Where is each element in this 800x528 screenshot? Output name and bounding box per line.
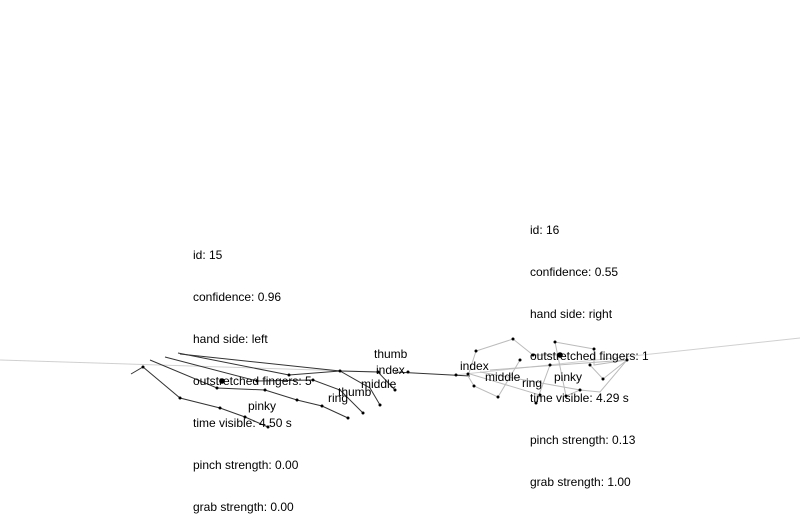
pinch-strength: pinch strength: 0.00 [193,458,299,472]
floor-line-left [0,359,381,373]
right-label-pinky: pinky [554,370,582,384]
left-thumb-bones [179,353,396,391]
left-hand-info: id: 15 confidence: 0.96 hand side: left … [193,220,312,528]
left-joint [295,398,299,402]
left-joint [178,396,182,400]
right-hand-info: id: 16 confidence: 0.55 hand side: right… [530,195,649,503]
left-label-index: index [376,363,405,377]
right-joint [472,384,476,388]
left-joint [266,425,270,429]
left-joint [215,386,219,390]
left-label-middle: middle [361,377,397,391]
left-label-thumb-2: thumb [338,385,372,399]
hand-confidence: confidence: 0.55 [530,265,619,279]
wrist-connection [394,371,471,377]
outstretched-fingers: outstretched fingers: 5 [193,374,312,388]
outstretched-fingers: outstretched fingers: 1 [530,349,649,363]
right-label-index: index [460,359,489,373]
left-ring-bones [149,359,349,419]
right-hand-skeleton [467,338,629,404]
left-label-pinky: pinky [248,399,276,413]
right-joint [454,373,458,377]
hand-id: id: 16 [530,223,560,237]
left-finger-labels: thumb index middle thumb ring pinky [248,347,408,413]
right-label-ring: ring [522,376,542,390]
left-joint [263,388,267,392]
hand-side: hand side: right [530,307,613,321]
left-joint [378,403,382,407]
right-joint [564,394,568,398]
right-joint [578,388,582,392]
right-index-bones [467,359,521,398]
right-joint [588,363,592,367]
right-label-middle: middle [485,370,521,384]
right-joint [625,358,629,362]
right-joint [496,395,500,399]
left-joint [346,416,350,420]
hand-confidence: confidence: 0.96 [193,290,282,304]
right-joint [531,353,535,357]
right-joint [534,401,538,405]
left-joint [338,369,342,373]
left-joint [287,373,291,377]
left-label-ring: ring [328,391,348,405]
left-joint [218,406,222,410]
grab-strength: grab strength: 1.00 [530,475,631,489]
right-joint [474,349,478,353]
left-joint [361,411,365,415]
grab-strength: grab strength: 0.00 [193,500,294,514]
hand-visualization: thumb index middle thumb ring pinky [0,337,800,429]
left-joint [320,404,324,408]
pinch-strength: pinch strength: 0.13 [530,433,636,447]
right-joint [592,347,596,351]
left-pinky-bones [130,366,269,428]
left-joint [376,370,380,374]
time-visible: time visible: 4.50 s [193,416,292,430]
left-joint [406,370,410,374]
hand-side: hand side: left [193,332,268,346]
right-joint [511,337,515,341]
left-hand-joints [141,365,410,429]
left-palm-center [219,378,225,384]
right-joint [601,377,605,381]
left-joint [255,379,259,383]
right-joint [548,363,552,367]
time-visible: time visible: 4.29 s [530,391,629,405]
left-joint [141,365,145,369]
right-middle-bones [469,364,551,404]
right-joint [553,340,557,344]
hand-id: id: 15 [193,248,223,262]
right-joint [538,393,542,397]
left-joint [393,388,397,392]
right-finger-labels: index middle ring pinky [460,359,582,390]
left-joint [243,415,247,419]
right-joint [518,358,522,362]
right-joint [466,372,470,376]
right-hand-joints [454,337,629,405]
right-pinky-bones [489,359,629,380]
left-label-thumb: thumb [374,347,408,361]
right-palm-center [557,352,563,358]
left-joint [311,378,315,382]
